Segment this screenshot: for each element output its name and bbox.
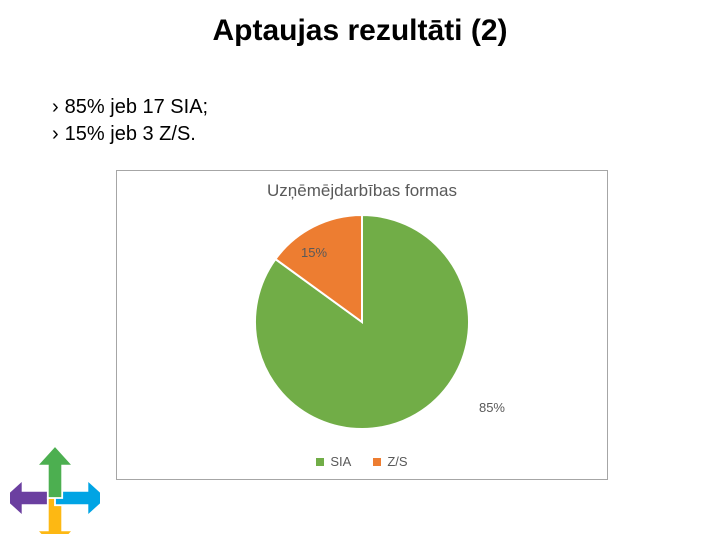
legend-swatch bbox=[373, 458, 381, 466]
pie-data-label: 15% bbox=[301, 245, 327, 260]
chart-legend: SIA Z/S bbox=[117, 454, 607, 469]
arrows-icon bbox=[10, 444, 100, 534]
legend-label: Z/S bbox=[387, 454, 407, 469]
legend-item: SIA bbox=[316, 454, 351, 469]
chart-title: Uzņēmējdarbības formas bbox=[117, 181, 607, 201]
bullet-text: 85% jeb 17 SIA; bbox=[65, 94, 208, 121]
pie-wrap: 15% 85% bbox=[255, 215, 469, 429]
pie-svg bbox=[255, 215, 469, 429]
list-item: › 15% jeb 3 Z/S. bbox=[52, 121, 208, 148]
bullet-marker: › bbox=[52, 121, 59, 148]
pie-chart: Uzņēmējdarbības formas 15% 85% SIA Z/S bbox=[116, 170, 608, 480]
pie-data-label: 85% bbox=[479, 400, 505, 415]
legend-swatch bbox=[316, 458, 324, 466]
bullet-marker: › bbox=[52, 94, 59, 121]
list-item: › 85% jeb 17 SIA; bbox=[52, 94, 208, 121]
slide-title: Aptaujas rezultāti (2) bbox=[0, 14, 720, 48]
legend-item: Z/S bbox=[373, 454, 407, 469]
bullet-text: 15% jeb 3 Z/S. bbox=[65, 121, 196, 148]
bullet-list: › 85% jeb 17 SIA; › 15% jeb 3 Z/S. bbox=[52, 94, 208, 148]
legend-label: SIA bbox=[330, 454, 351, 469]
